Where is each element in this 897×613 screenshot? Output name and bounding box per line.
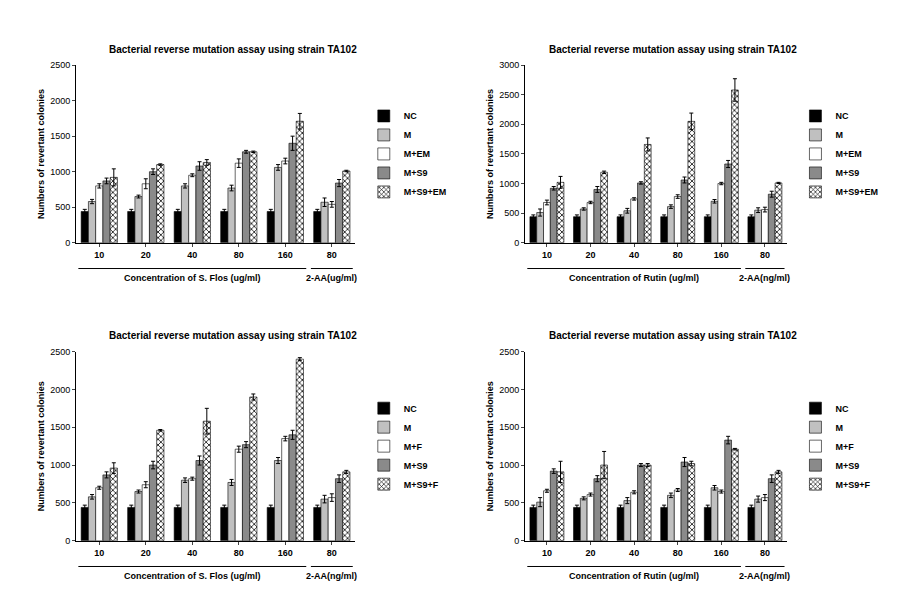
svg-text:20: 20 (141, 548, 151, 558)
svg-text:Numbers of revertant colonies: Numbers of revertant colonies (36, 381, 46, 511)
svg-text:160: 160 (278, 548, 293, 558)
svg-text:M+S9: M+S9 (835, 168, 859, 178)
svg-text:80: 80 (673, 548, 683, 558)
svg-text:Numbers of revertant colonies: Numbers of revertant colonies (485, 89, 495, 219)
svg-text:2500: 2500 (50, 60, 70, 70)
svg-text:10: 10 (542, 548, 552, 558)
svg-text:1000: 1000 (499, 460, 519, 470)
svg-text:M+EM: M+EM (835, 149, 861, 159)
svg-text:20: 20 (586, 250, 596, 260)
svg-text:2000: 2000 (499, 385, 519, 395)
svg-text:M+S9: M+S9 (835, 461, 859, 471)
svg-text:1000: 1000 (50, 167, 70, 177)
svg-text:3000: 3000 (499, 60, 519, 70)
svg-text:10: 10 (94, 548, 104, 558)
svg-text:2500: 2500 (499, 347, 519, 357)
svg-text:1500: 1500 (499, 422, 519, 432)
svg-text:M: M (835, 130, 843, 140)
svg-text:Concentration of S. Flos (ug/m: Concentration of S. Flos (ug/ml) (124, 571, 261, 581)
svg-text:M: M (404, 423, 412, 433)
svg-text:80: 80 (327, 250, 337, 260)
svg-text:20: 20 (141, 250, 151, 260)
svg-text:M+F: M+F (404, 442, 423, 452)
svg-text:2-AA(ng/ml): 2-AA(ng/ml) (739, 571, 790, 581)
svg-text:500: 500 (504, 208, 519, 218)
svg-text:NC: NC (835, 404, 848, 414)
svg-text:M+S9+EM: M+S9+EM (835, 187, 878, 197)
svg-text:40: 40 (629, 250, 639, 260)
svg-text:80: 80 (673, 250, 683, 260)
svg-text:Numbers of revertant colonies: Numbers of revertant colonies (485, 381, 495, 511)
svg-text:20: 20 (586, 548, 596, 558)
svg-text:Concentration of Rutin (ug/ml): Concentration of Rutin (ug/ml) (569, 571, 699, 581)
svg-text:80: 80 (760, 250, 770, 260)
svg-text:M+S9: M+S9 (404, 461, 428, 471)
svg-text:M+S9+EM: M+S9+EM (404, 187, 447, 197)
svg-text:160: 160 (714, 548, 729, 558)
svg-text:0: 0 (514, 536, 519, 546)
svg-text:1500: 1500 (50, 422, 70, 432)
svg-text:0: 0 (65, 238, 70, 248)
svg-text:0: 0 (514, 238, 519, 248)
svg-text:M+S9+F: M+S9+F (835, 480, 870, 490)
svg-text:M+S9: M+S9 (404, 168, 428, 178)
svg-text:Concentration of S. Flos (ug/m: Concentration of S. Flos (ug/ml) (124, 273, 261, 283)
svg-text:2500: 2500 (499, 90, 519, 100)
svg-text:1000: 1000 (50, 460, 70, 470)
svg-text:160: 160 (714, 250, 729, 260)
svg-text:M: M (404, 130, 412, 140)
svg-text:2000: 2000 (499, 119, 519, 129)
svg-text:40: 40 (629, 548, 639, 558)
svg-text:160: 160 (278, 250, 293, 260)
svg-text:10: 10 (94, 250, 104, 260)
svg-text:500: 500 (55, 202, 70, 212)
svg-text:40: 40 (187, 548, 197, 558)
svg-text:M: M (835, 423, 843, 433)
svg-text:1500: 1500 (50, 131, 70, 141)
svg-text:Bacterial reverse mutation ass: Bacterial reverse mutation assay using s… (549, 330, 797, 341)
svg-text:2000: 2000 (50, 96, 70, 106)
svg-text:80: 80 (327, 548, 337, 558)
svg-text:Bacterial reverse mutation ass: Bacterial reverse mutation assay using s… (109, 330, 357, 341)
svg-text:0: 0 (65, 536, 70, 546)
svg-text:2-AA(ng/ml): 2-AA(ng/ml) (306, 571, 357, 581)
svg-text:2000: 2000 (50, 385, 70, 395)
svg-text:M+EM: M+EM (404, 149, 430, 159)
svg-text:Bacterial reverse mutation ass: Bacterial reverse mutation assay using s… (109, 44, 357, 55)
svg-text:Bacterial reverse mutation ass: Bacterial reverse mutation assay using s… (549, 44, 797, 55)
svg-text:Numbers of revertant colonies: Numbers of revertant colonies (36, 89, 46, 219)
svg-text:Concentration of Rutin (ug/ml): Concentration of Rutin (ug/ml) (569, 273, 699, 283)
svg-text:M+S9+F: M+S9+F (404, 480, 439, 490)
svg-text:1500: 1500 (499, 149, 519, 159)
svg-text:40: 40 (187, 250, 197, 260)
svg-text:500: 500 (55, 498, 70, 508)
svg-text:80: 80 (760, 548, 770, 558)
svg-text:80: 80 (234, 250, 244, 260)
svg-text:2-AA(ug/ml): 2-AA(ug/ml) (306, 273, 357, 283)
svg-text:2-AA(ng/ml): 2-AA(ng/ml) (739, 273, 790, 283)
svg-text:80: 80 (234, 548, 244, 558)
svg-text:500: 500 (504, 498, 519, 508)
svg-text:2500: 2500 (50, 347, 70, 357)
svg-text:1000: 1000 (499, 179, 519, 189)
svg-text:NC: NC (404, 111, 417, 121)
svg-text:M+F: M+F (835, 442, 854, 452)
svg-text:NC: NC (404, 404, 417, 414)
svg-text:10: 10 (542, 250, 552, 260)
svg-text:NC: NC (835, 111, 848, 121)
